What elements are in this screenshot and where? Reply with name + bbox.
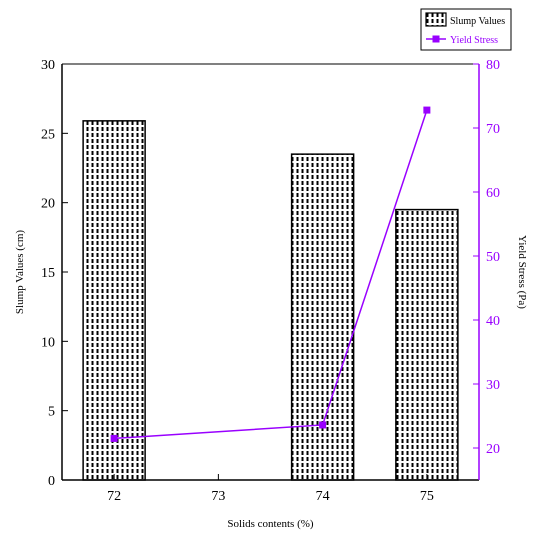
y-right-tick-label: 20 — [486, 442, 500, 457]
x-tick-label: 72 — [107, 489, 121, 504]
y-axis-title: Slump Values (cm) — [14, 230, 26, 314]
y-tick-label: 5 — [48, 405, 55, 420]
y-tick-label: 25 — [41, 127, 55, 142]
y-tick-label: 20 — [41, 197, 55, 212]
bar — [290, 153, 355, 481]
legend-label-slump: Slump Values — [450, 16, 505, 27]
legend-label-yield: Yield Stress — [450, 35, 498, 46]
y-tick-label: 15 — [41, 266, 55, 281]
y-tick-label: 0 — [48, 474, 55, 489]
legend-swatch-slump — [425, 12, 447, 27]
y-right-tick-label: 70 — [486, 122, 500, 137]
x-tick-label: 75 — [420, 489, 434, 504]
yield-stress-line — [114, 109, 428, 440]
x-axis-title: Solids contents (%) — [227, 518, 313, 530]
x-tick-label: 74 — [316, 489, 330, 504]
plot-area: 0 5 10 15 20 25 30 20 30 40 50 60 70 80 72 73 74 75 Solids… — [14, 58, 528, 530]
y-right-tick-label: 50 — [486, 250, 500, 265]
x-tick-label: 73 — [211, 489, 225, 504]
y-tick-label: 10 — [41, 335, 55, 350]
bar — [82, 120, 146, 481]
y-tick-label: 30 — [41, 58, 55, 73]
y-right-tick-label: 30 — [486, 378, 500, 393]
yield-stress-point — [423, 106, 431, 114]
yield-stress-point — [319, 421, 327, 429]
yield-stress-point — [110, 434, 118, 442]
legend-box — [420, 8, 512, 51]
legend-swatch-yield-marker — [432, 35, 440, 43]
y-right-axis-title: Yield Stress (Pa) — [516, 235, 528, 309]
y-right-tick-label: 40 — [486, 314, 500, 329]
y-right-tick-label: 80 — [486, 58, 500, 73]
legend: Slump Values Yield Stress — [420, 8, 512, 51]
y-right-tick-label: 60 — [486, 186, 500, 201]
bar — [395, 208, 459, 481]
